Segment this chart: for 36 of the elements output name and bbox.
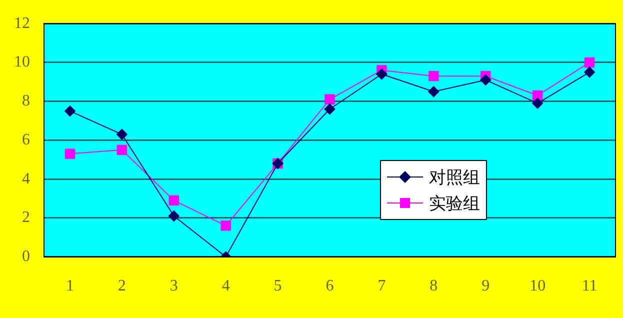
y-tick-label: 10 <box>14 54 30 71</box>
x-tick-label: 6 <box>326 278 334 295</box>
point <box>324 104 336 115</box>
point <box>116 144 128 156</box>
y-tick-label: 2 <box>22 209 30 226</box>
x-tick-label: 8 <box>430 278 438 295</box>
x-tick-label: 1 <box>66 278 74 295</box>
x-tick-label: 7 <box>378 278 386 295</box>
point <box>428 70 439 82</box>
legend-label: 对照组 <box>429 166 480 188</box>
point <box>64 106 76 117</box>
y-tick-label: 4 <box>22 170 30 188</box>
point <box>584 66 596 78</box>
point <box>428 86 440 98</box>
y-tick-label: 6 <box>22 131 30 148</box>
x-tick-label: 9 <box>482 278 490 295</box>
point <box>168 195 179 206</box>
x-tick-label: 4 <box>222 278 230 295</box>
x-tick-label: 11 <box>582 278 598 295</box>
x-tick-label: 3 <box>170 278 178 295</box>
legend-label: 实验组 <box>429 192 480 214</box>
point <box>532 98 544 109</box>
y-tick-label: 12 <box>14 14 30 32</box>
point <box>376 68 388 80</box>
point <box>584 57 595 68</box>
y-tick-label: 8 <box>22 92 30 110</box>
point <box>220 220 231 231</box>
point <box>324 94 335 104</box>
point <box>168 210 180 222</box>
x-tick-label: 5 <box>274 278 282 295</box>
point <box>480 74 492 86</box>
x-tick-label: 10 <box>530 278 546 295</box>
y-tick-label: 0 <box>22 248 30 266</box>
point <box>116 128 128 140</box>
x-tick-label: 2 <box>118 278 126 295</box>
point <box>64 148 76 159</box>
